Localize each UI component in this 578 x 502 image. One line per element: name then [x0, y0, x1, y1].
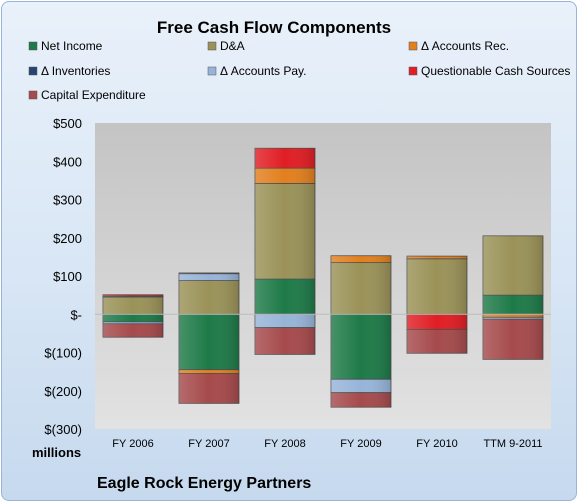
bar-segment-d-a	[102, 296, 164, 315]
legend-swatch-inventories	[28, 66, 38, 76]
bar-segment-shade	[255, 314, 315, 328]
bar-segment-shade	[255, 183, 315, 280]
bar-segment-capital-expenditure	[406, 329, 468, 354]
bar-segment-shade	[255, 168, 315, 184]
legend-label-inventories: Δ Inventories	[41, 64, 110, 78]
bar-segment-shade	[331, 255, 391, 263]
y-tick-label: $(200)	[44, 384, 82, 399]
bar-segment-shade	[103, 323, 163, 338]
bar-segment-shade	[179, 272, 239, 274]
chart-title: Free Cash Flow Components	[157, 18, 391, 37]
bar-segment-accounts-pay	[254, 313, 316, 329]
y-tick-label: $400	[53, 154, 82, 169]
y-tick-label: $(100)	[44, 346, 82, 361]
legend-label-accounts-rec: Δ Accounts Rec.	[421, 39, 509, 53]
bar-segment-shade	[103, 297, 163, 315]
legend-label-questionable-cash-sources: Questionable Cash Sources	[421, 64, 570, 78]
bar-segment-capital-expenditure	[102, 323, 164, 338]
bar-segment-questionable-cash-sources	[178, 272, 240, 275]
x-tick-label: FY 2007	[188, 438, 229, 450]
bar-segment-d-a	[254, 183, 316, 280]
bar-segment-d-a	[330, 262, 392, 315]
bar-segment-accounts-rec	[406, 255, 468, 260]
x-tick-label: FY 2008	[264, 438, 305, 450]
bar-segment-shade	[179, 280, 239, 315]
bar-segment-shade	[407, 256, 467, 259]
bar-segment-capital-expenditure	[178, 373, 240, 404]
bar-segment-accounts-rec	[254, 167, 316, 184]
bar-segment-shade	[483, 314, 543, 318]
company-name: Eagle Rock Energy Partners	[97, 475, 311, 492]
bar-segment-shade	[103, 321, 163, 324]
bar-segment-accounts-rec	[330, 255, 392, 264]
legend-label-accounts-pay: Δ Accounts Pay.	[220, 64, 307, 78]
legend-label-capital-expenditure: Capital Expenditure	[41, 88, 146, 102]
bar-segment-shade	[179, 314, 239, 370]
bar-segment-shade	[255, 148, 315, 169]
bar-segment-shade	[331, 379, 391, 393]
bar-segment-net-income	[254, 278, 316, 315]
bar-segment-shade	[179, 273, 239, 281]
x-tick-label: FY 2009	[340, 438, 381, 450]
legend-swatch-accounts-rec	[408, 41, 418, 51]
bars	[102, 147, 544, 408]
x-tick-label: FY 2006	[112, 438, 153, 450]
legend-swatch-d-a	[207, 41, 217, 51]
y-tick-label: $300	[53, 193, 82, 208]
legend-swatch-capital-expenditure	[28, 90, 38, 100]
plot-area	[95, 123, 551, 429]
bar-segment-shade	[407, 258, 467, 315]
bar-segment-shade	[331, 392, 391, 408]
y-axis-label: millions	[32, 445, 81, 460]
bar-segment-shade	[103, 314, 163, 322]
bar-segment-capital-expenditure	[330, 392, 392, 408]
legend-swatch-net-income	[28, 41, 38, 51]
bar-segment-accounts-pay	[178, 273, 240, 281]
legend-label-d-a: D&A	[220, 39, 245, 53]
bar-segment-d-a	[178, 280, 240, 315]
bar-segment-net-income	[482, 294, 544, 315]
bar-segment-shade	[331, 262, 391, 315]
bar-segment-shade	[483, 317, 543, 320]
bar-segment-net-income	[178, 313, 240, 371]
x-tick-label: FY 2010	[416, 438, 457, 450]
bar-segment-net-income	[330, 313, 392, 380]
y-axis-ticks: $(300) $(200) $(100) $- $100 $200 $300 $400 $500	[44, 116, 82, 437]
bar-segment-accounts-rec	[178, 369, 240, 374]
legend-label-net-income: Net Income	[41, 39, 103, 53]
bar-segment-shade	[103, 294, 163, 297]
bar-segment-shade	[179, 369, 239, 374]
bar-segment-capital-expenditure	[482, 318, 544, 360]
bar-segment-shade	[255, 279, 315, 315]
bar-segment-shade	[407, 329, 467, 354]
bar-segment-questionable-cash-sources	[254, 147, 316, 169]
bar-segment-shade	[255, 327, 315, 355]
y-tick-label: $-	[70, 307, 82, 322]
bar-segment-shade	[483, 319, 543, 360]
legend: Net Income D&A Δ Accounts Rec. Δ Inventorie…	[28, 39, 570, 102]
bar-segment-shade	[483, 295, 543, 315]
y-tick-label: $500	[53, 116, 82, 131]
bar-segment-questionable-cash-sources	[102, 294, 164, 297]
y-tick-label: $(300)	[44, 422, 82, 437]
bar-segment-d-a	[406, 258, 468, 315]
legend-swatch-accounts-pay	[207, 66, 217, 76]
x-tick-label: TTM 9-2011	[483, 438, 542, 450]
bar-segment-shade	[407, 314, 467, 330]
legend-swatch-questionable-cash-sources	[408, 66, 418, 76]
y-tick-label: $100	[53, 269, 82, 284]
bar-segment-shade	[483, 235, 543, 296]
y-tick-label: $200	[53, 231, 82, 246]
bar-segment-net-income	[102, 313, 164, 323]
bar-segment-shade	[179, 373, 239, 404]
bar-segment-d-a	[482, 235, 544, 296]
bar-segment-questionable-cash-sources	[406, 313, 468, 330]
bar-segment-capital-expenditure	[254, 327, 316, 355]
bar-segment-accounts-pay	[330, 378, 392, 394]
x-axis-ticks: FY 2006 FY 2007 FY 2008 FY 2009 FY 2010 TTM 9…	[112, 438, 542, 450]
bar-segment-shade	[331, 314, 391, 380]
